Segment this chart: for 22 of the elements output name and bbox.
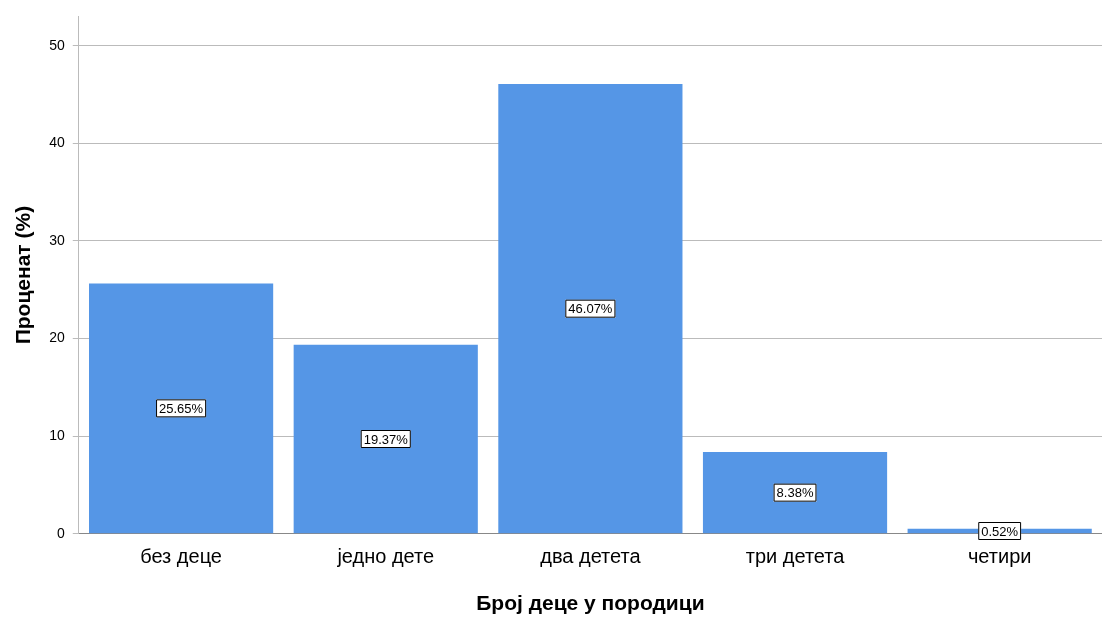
bar	[89, 283, 274, 534]
y-tick-label: 0	[56, 524, 65, 541]
data-label: 25.65%	[159, 400, 204, 416]
x-tick-label: четири	[967, 545, 1032, 568]
y-tick-label: 40	[49, 134, 65, 151]
x-tick-label: једно дете	[336, 545, 435, 568]
x-tick-label: два детета	[540, 545, 642, 568]
bar	[702, 451, 888, 534]
x-tick-label: без деце	[140, 545, 222, 568]
data-label: 8.38%	[776, 485, 814, 501]
x-tick-label: три детета	[745, 545, 846, 568]
x-axis-title: Број деце у породици	[476, 591, 705, 615]
y-tick-label: 10	[49, 427, 65, 444]
bar	[293, 344, 478, 534]
bar	[498, 84, 683, 534]
data-label: 0.52%	[981, 523, 1019, 539]
y-tick-label: 50	[49, 36, 65, 53]
y-tick-label: 30	[49, 231, 65, 248]
data-label: 19.37%	[363, 431, 409, 447]
y-axis-title: Проценат (%)	[11, 205, 35, 345]
data-label: 46.07%	[568, 301, 613, 317]
y-tick-label: 20	[49, 329, 65, 346]
